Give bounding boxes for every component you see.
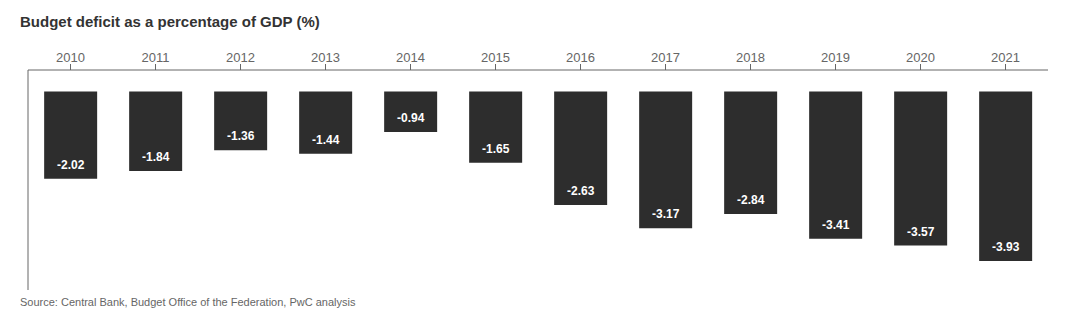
svg-text:2018: 2018 xyxy=(736,50,765,65)
svg-text:2019: 2019 xyxy=(821,50,850,65)
svg-text:-1.36: -1.36 xyxy=(227,129,255,143)
svg-text:2021: 2021 xyxy=(991,50,1020,65)
svg-text:-2.63: -2.63 xyxy=(567,184,595,198)
svg-text:-1.65: -1.65 xyxy=(482,142,510,156)
svg-text:-1.44: -1.44 xyxy=(312,133,340,147)
svg-text:-3.41: -3.41 xyxy=(822,218,850,232)
svg-text:-3.57: -3.57 xyxy=(907,225,935,239)
svg-text:2020: 2020 xyxy=(906,50,935,65)
html-text:Budget deficit as a percentage: Budget deficit as a percentage of GDP (%… xyxy=(20,13,320,30)
svg-text:-2.02: -2.02 xyxy=(57,158,85,172)
svg-text:2010: 2010 xyxy=(56,50,85,65)
svg-text:2017: 2017 xyxy=(651,50,680,65)
svg-text:-3.17: -3.17 xyxy=(652,207,680,221)
svg-text:-0.94: -0.94 xyxy=(397,111,425,125)
svg-text:-2.84: -2.84 xyxy=(737,193,765,207)
html-text:Source: Central Bank, Budget O: Source: Central Bank, Budget Office of t… xyxy=(20,296,356,308)
svg-text:-1.84: -1.84 xyxy=(142,150,170,164)
svg-text:2014: 2014 xyxy=(396,50,425,65)
svg-text:-3.93: -3.93 xyxy=(992,240,1020,254)
svg-text:2015: 2015 xyxy=(481,50,510,65)
svg-text:2012: 2012 xyxy=(226,50,255,65)
svg-text:2016: 2016 xyxy=(566,50,595,65)
svg-text:2013: 2013 xyxy=(311,50,340,65)
svg-text:2011: 2011 xyxy=(142,50,170,65)
